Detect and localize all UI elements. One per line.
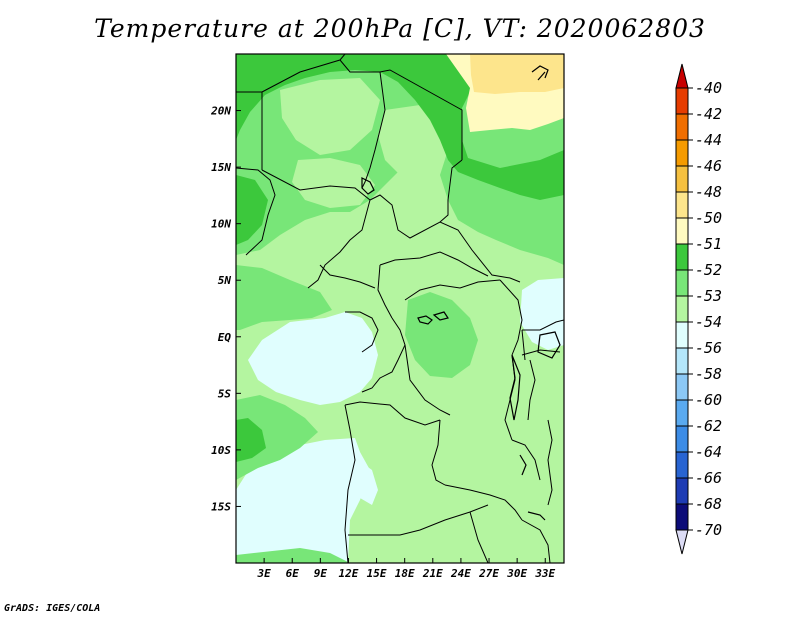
lat-tick-label: 15S <box>211 500 231 513</box>
colorbar-label: -68 <box>695 495 722 513</box>
colorbar-segment <box>675 477 689 505</box>
band-minus-53-congo <box>405 292 478 378</box>
colorbar-segment <box>675 373 689 401</box>
colorbar-segment <box>675 217 689 245</box>
colorbar-label: -46 <box>695 157 722 175</box>
band-minus-52-north <box>236 54 564 200</box>
colorbar-label: -54 <box>695 313 722 331</box>
map-title: Temperature at 200hPa [C], VT: 202006280… <box>94 14 706 43</box>
lat-tick-label: EQ <box>218 331 232 344</box>
lon-tick-label: 18E <box>395 567 415 580</box>
colorbar-bottom-arrow <box>675 529 689 555</box>
band-minus-54-sahara-a <box>280 78 380 155</box>
lon-tick-label: 33E <box>534 567 555 580</box>
band-minus-50 <box>470 54 564 94</box>
lat-tick-label: 10N <box>211 218 231 231</box>
colorbar-label: -52 <box>695 261 722 279</box>
map-frame <box>235 53 565 564</box>
lon-tick-label: 12E <box>339 567 359 580</box>
colorbar-label: -56 <box>695 339 722 357</box>
colorbar-segment <box>675 113 689 141</box>
band-minus-53-west-coast <box>236 265 332 330</box>
lon-tick-label: 24E <box>450 567 471 580</box>
colorbar-label: -48 <box>695 183 722 201</box>
colorbar: -40 -42 -44 -46 -48 -50 -51 -52 -53 -54 -56 -58 -60 -… <box>675 63 722 555</box>
band-minus-53-southwest <box>236 395 318 480</box>
colorbar-label: -66 <box>695 469 722 487</box>
lon-tick-label: 3E <box>256 567 271 580</box>
lat-tick-label: 10S <box>211 444 231 457</box>
temperature-field <box>236 54 564 563</box>
band-minus-56-southwest <box>236 438 370 563</box>
colorbar-top-arrow <box>675 63 689 89</box>
colorbar-label: -40 <box>695 79 722 97</box>
lat-tick-label: 5N <box>218 274 232 287</box>
colorbar-segment <box>675 399 689 427</box>
lon-tick-label: 6E <box>286 567 300 580</box>
band-minus-54-sahara-b <box>378 105 448 178</box>
colorbar-label: -62 <box>695 417 722 435</box>
lon-tick-label: 9E <box>314 567 328 580</box>
colorbar-segment <box>675 503 689 531</box>
colorbar-segment <box>675 347 689 375</box>
latitude-axis: 20N 15N 10N 5N EQ 5S 10S 15S <box>210 105 241 513</box>
colorbar-segment <box>675 269 689 297</box>
colorbar-segment <box>675 191 689 219</box>
band-minus-52-south <box>236 418 266 462</box>
band-minus-52-west <box>236 175 268 245</box>
colorbar-segment <box>675 321 689 349</box>
colorbar-segment <box>675 451 689 479</box>
lakes <box>361 65 561 521</box>
lon-tick-label: 27E <box>478 567 499 580</box>
colorbar-label: -53 <box>695 287 722 305</box>
lon-tick-label: 21E <box>422 567 443 580</box>
lat-tick-label: 15N <box>211 161 231 174</box>
colorbar-label: -60 <box>695 391 722 409</box>
credit-text: GrADS: IGES/COLA <box>4 603 101 614</box>
colorbar-segment <box>675 425 689 453</box>
band-minus-56-south-channel <box>358 460 378 505</box>
colorbar-segment <box>675 243 689 271</box>
colorbar-label: -58 <box>695 365 722 383</box>
colorbar-label: -64 <box>695 443 722 461</box>
colorbar-segment <box>675 87 689 115</box>
band-minus-56-gulf <box>248 312 378 405</box>
lat-tick-label: 5S <box>218 387 232 400</box>
lon-tick-label: 30E <box>506 567 527 580</box>
colorbar-segment <box>675 295 689 323</box>
colorbar-label: -70 <box>695 521 722 539</box>
band-minus-54-chad <box>292 158 375 208</box>
colorbar-segment <box>675 139 689 167</box>
colorbar-label: -51 <box>695 235 722 253</box>
colorbar-segment <box>675 165 689 193</box>
colorbar-label: -42 <box>695 105 722 123</box>
lon-tick-label: 15E <box>367 567 387 580</box>
colorbar-label: -44 <box>695 131 722 149</box>
colorbar-label: -50 <box>695 209 722 227</box>
lat-tick-label: 20N <box>210 105 231 118</box>
longitude-axis: 3E 6E 9E 12E 15E 18E 21E 24E 27E 30E 33E <box>256 558 556 580</box>
